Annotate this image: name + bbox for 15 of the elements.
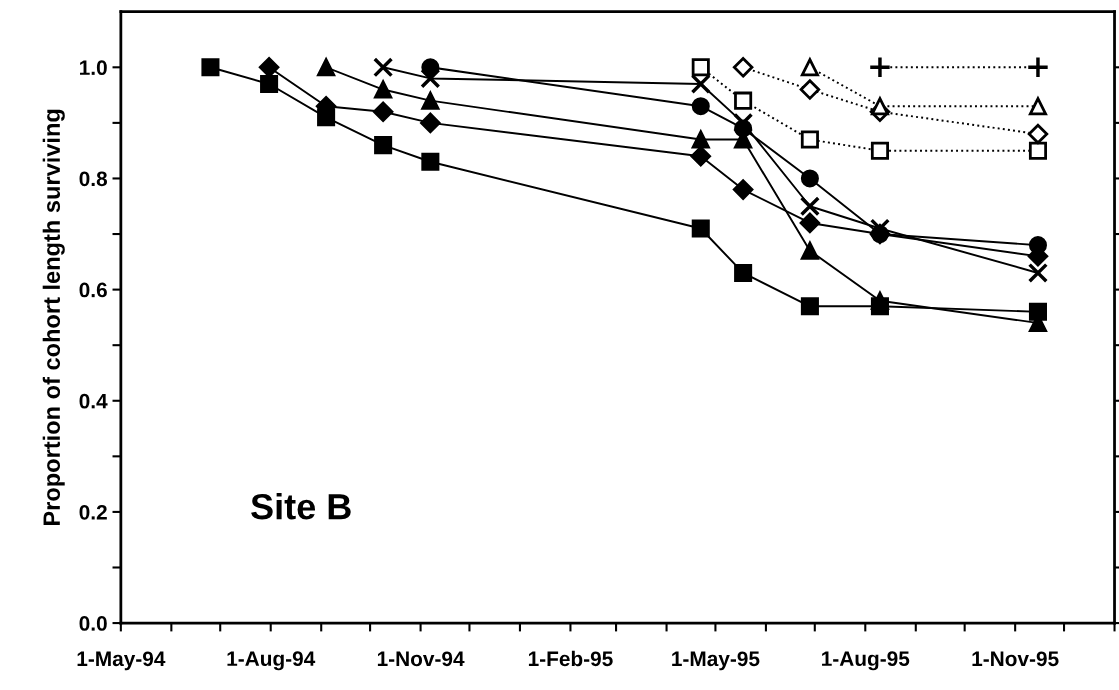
y-tick-label: 0.0 <box>79 616 107 631</box>
y-tick-label: 0.2 <box>79 504 107 520</box>
x-tick-label: 1-Feb-95 <box>528 650 613 667</box>
x-tick-label: 1-Aug-95 <box>822 651 910 671</box>
y-tick-label: 1.0 <box>80 60 107 76</box>
annotation: Site B <box>251 492 351 520</box>
x-tick-label: 1-May-95 <box>672 651 760 671</box>
y-tick-label: 0.8 <box>79 171 108 187</box>
y-tick-label: 0.6 <box>79 282 107 298</box>
x-tick-label: 1-Nov-94 <box>377 651 465 667</box>
y-tick-label: 0.4 <box>79 393 108 409</box>
x-tick-label: 1-Nov-95 <box>972 651 1059 667</box>
x-tick-label: 1-May-94 <box>77 651 166 671</box>
x-tick-label: 1-Aug-94 <box>227 651 316 671</box>
y-axis-title: Proportion of cohort length surviving <box>42 109 65 526</box>
